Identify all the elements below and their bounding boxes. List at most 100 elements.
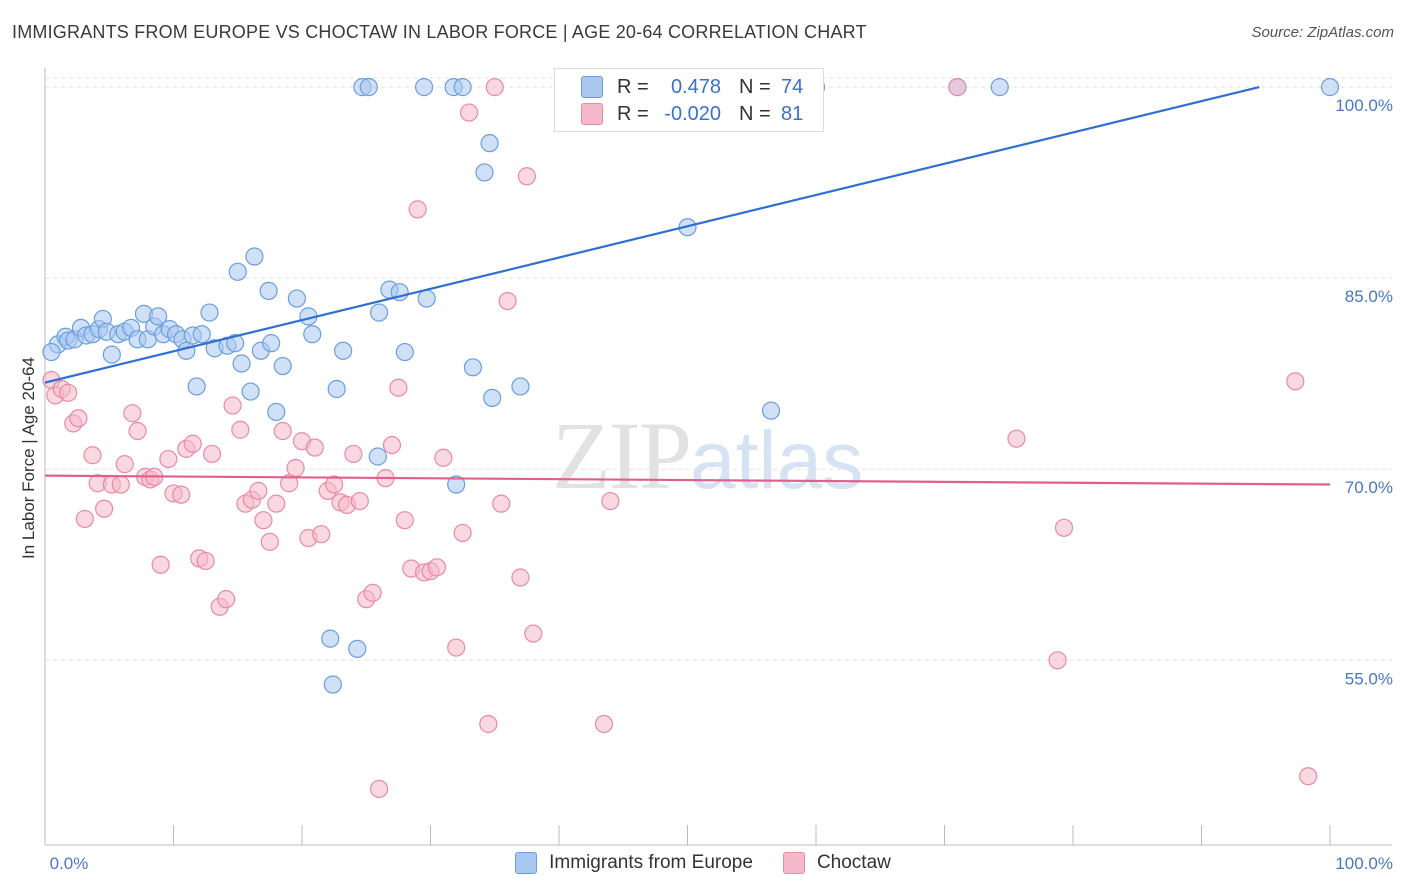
data-point [273,421,292,441]
data-point [447,475,466,494]
data-point [183,434,202,453]
data-point [1007,429,1026,448]
data-point [325,475,344,494]
data-point [228,262,247,281]
data-point [42,342,61,362]
data-point [249,481,268,500]
data-point [321,629,340,648]
data-point [327,379,346,399]
data-point [485,78,504,97]
data-point [111,475,130,494]
data-point [115,455,134,474]
trend-lines [44,86,1331,486]
bottom-legend-swatch-europe [515,852,538,874]
x-tick-label: 100.0% [1335,854,1393,873]
data-point [151,555,170,574]
data-point [287,289,306,308]
data-point [260,532,279,551]
data-point [1286,372,1305,391]
source-label: Source: ZipAtlas.com [1251,24,1394,41]
data-point [159,449,178,469]
data-point [483,388,502,408]
data-point [148,307,168,326]
data-point [761,401,781,420]
data-point [128,421,147,441]
data-point [414,78,434,97]
y-tick-label: 100.0% [1335,96,1393,115]
y-tick-label: 55.0% [1345,669,1393,688]
data-point [273,356,292,376]
data-point [417,289,436,308]
data-point [305,438,324,457]
data-point [202,444,222,464]
data-point [359,78,378,97]
data-point [187,377,206,396]
data-point [492,494,511,513]
data-point [344,444,363,464]
legend-n-label: N = [739,102,771,125]
data-point [389,378,408,397]
data-point [370,303,389,322]
data-point [382,435,402,455]
bottom-legend-label-europe: Immigrants from Europe [549,852,753,873]
tick-labels: 55.0% 70.0% 85.0% 100.0% 0.0% 100.0% [50,96,1393,873]
bottom-legend-item-europe[interactable]: Immigrants from Europe [515,852,753,874]
data-point [254,511,273,530]
data-point [334,341,353,360]
data-point [453,523,472,543]
data-point [196,551,215,571]
data-point [948,78,967,97]
data-point [498,292,517,311]
data-point [69,409,88,428]
data-point [286,458,305,478]
data-point [245,247,264,266]
y-axis-title: In Labor Force | Age 20-64 [19,357,38,559]
trend-line-1 [44,474,1331,486]
data-point [480,134,499,153]
data-point [267,402,286,422]
data-point [267,494,286,513]
legend-swatch-europe [581,76,603,98]
data-point [370,779,389,799]
data-point [123,404,142,423]
data-point [200,303,219,322]
data-point [303,325,322,344]
watermark-zip: ZIP [552,402,692,509]
data-point [348,639,367,658]
data-point [312,525,331,544]
legend-r-label: R = [617,102,649,125]
data-point [226,334,245,353]
data-point [192,325,211,344]
data-point [395,342,414,362]
legend-row-choctaw: R = -0.020 N = 81 [581,102,803,126]
data-point [453,78,472,97]
data-point [517,167,536,186]
data-point [395,511,414,530]
data-point [83,446,102,465]
data-point [408,200,427,219]
legend-r-label: R = [617,75,649,98]
data-point [59,383,78,402]
trend-line-0 [44,86,1260,384]
legend-r-value: 0.478 [670,75,721,98]
data-point [594,714,614,734]
bottom-legend-item-choctaw[interactable]: Choctaw [782,852,891,874]
legend-n-value: 74 [781,75,804,98]
legend-n-label: N = [739,75,771,98]
data-point [1320,78,1340,97]
data-point [280,474,299,493]
x-tick-label: 0.0% [50,854,89,873]
legend-swatch-choctaw [581,103,603,125]
data-point [350,491,369,511]
data-point [990,78,1009,97]
data-point [1299,767,1318,786]
series-choctaw [42,78,1318,799]
data-point [475,163,494,182]
data-point [95,499,114,518]
axes [44,68,1392,846]
bottom-legend: Immigrants from Europe Choctaw [0,852,1406,874]
bottom-legend-label-choctaw: Choctaw [816,852,891,873]
data-point [463,358,483,377]
legend-n-value: 81 [781,102,804,125]
data-point [75,509,94,529]
